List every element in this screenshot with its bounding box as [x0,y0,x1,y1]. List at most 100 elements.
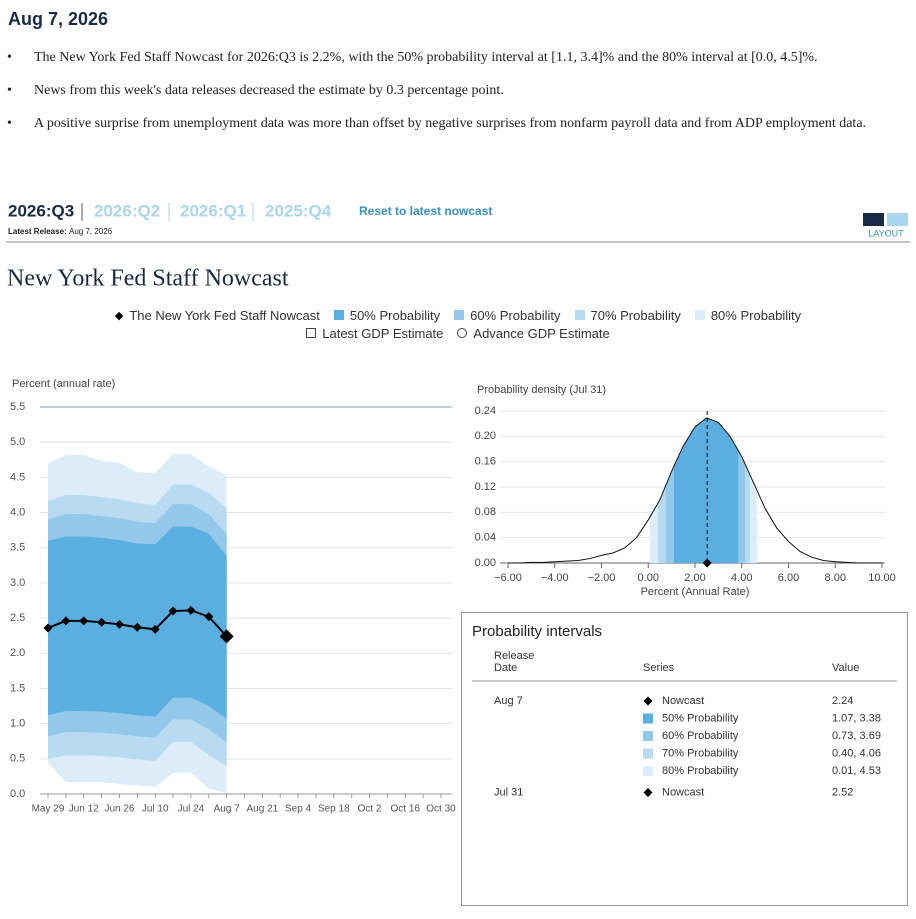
legend-marker: ◆ [114,309,124,322]
y-tick-label: 5.5 [10,401,25,413]
section-title: New York Fed Staff Nowcast [7,266,289,292]
column-header: Series [643,662,675,674]
layout-icon[interactable] [863,213,884,226]
x-tick-label: −6.00 [494,572,522,584]
y-tick-label: 0.04 [475,532,496,544]
legend-item: 60% Probability [454,308,561,323]
column-header: Release [494,650,534,662]
y-tick-label: 4.5 [10,471,25,483]
legend-label: Latest GDP Estimate [322,325,444,341]
row-value: 1.07, 3.38 [832,712,881,724]
y-tick-label: 0.24 [475,405,496,417]
row-date: Jul 31 [494,786,523,798]
x-tick-label: 8.00 [825,572,846,584]
y-tick-label: 0.16 [475,456,496,468]
legend-swatch [333,310,344,320]
layout-label[interactable]: LAYOUT [868,228,904,238]
legend-item: Latest GDP Estimate [306,326,443,341]
legend-item: ◆ The New York Fed Staff Nowcast [115,308,320,323]
probability-band [48,526,227,719]
column-header: Date [494,662,517,674]
legend-swatch [574,310,585,320]
row-marker [643,713,653,724]
x-tick-label: Sep 4 [285,804,312,815]
x-tick-label: May 29 [32,804,65,815]
row-series: Nowcast [662,786,704,798]
legend-row: ◆ The New York Fed Staff Nowcast 50% Proba… [0,306,916,324]
y-tick-label: 0.00 [475,557,496,569]
y-tick-label: 2.5 [10,612,25,624]
tab[interactable]: 2026:Q2 [94,201,160,220]
bullet: The New York Fed Staff Nowcast for 2026:… [0,49,900,66]
nowcast-marker [79,616,89,626]
nowcast-marker [219,629,234,644]
row-marker [643,748,653,759]
legend-swatch [694,310,705,320]
date-heading: Aug 7, 2026 [8,9,108,29]
y-tick-label: 0.20 [475,430,496,442]
y-tick-label: 1.0 [10,718,25,730]
release-date: Aug 7, 2026 [69,227,113,236]
nowcast-marker [186,605,196,615]
x-tick-label: Jun 12 [69,804,99,815]
legend-swatch [454,310,465,320]
y-axis-label: Percent (annual rate) [12,378,115,390]
row-marker [643,766,653,776]
nowcast-marker [114,619,124,629]
nowcast-marker [204,612,214,622]
legend-marker [306,328,317,338]
legend: ◆ The New York Fed Staff Nowcast 50% Proba… [0,306,916,342]
tab[interactable]: 2025:Q4 [265,201,332,220]
left-chart: 0.0 0.5 1.0 1.5 2.0 2.5 3.0 3.5 4.0 4.5 5.0 5.5 May … [10,401,456,815]
row-value: 0.40, 4.06 [832,747,881,759]
y-tick-label: 0.08 [475,506,496,518]
x-tick-label: 2.00 [684,572,705,584]
release-label: Latest Release: [8,227,67,236]
bullet: A positive surprise from unemployment da… [0,115,900,132]
x-tick-label: Oct 16 [391,804,421,815]
x-tick-label: Jul 10 [142,804,169,815]
nowcast-marker [168,606,178,616]
layout-icon[interactable] [887,213,908,226]
row-marker [643,696,653,706]
row-series: 80% Probability [662,765,739,777]
row-series: 70% Probability [662,747,739,759]
x-tick-label: 4.00 [731,572,752,584]
x-tick-label: Oct 2 [358,804,382,815]
table-title: Probability intervals [472,623,602,640]
reset-link[interactable]: Reset to latest nowcast [359,204,492,218]
y-tick-label: 5.0 [10,436,25,448]
x-tick-label: 10.00 [868,572,896,584]
x-tick-label: −2.00 [588,572,616,584]
nowcast-marker [97,617,107,627]
row-series: 50% Probability [662,712,739,724]
y-tick-label: 0.0 [10,788,25,800]
y-tick-label: 3.0 [10,577,25,589]
legend-item: 70% Probability [574,308,681,323]
row-marker [643,788,653,797]
bullet-list: The New York Fed Staff Nowcast for 2026:… [0,49,900,148]
x-axis-label: Percent (Annual Rate) [641,586,750,598]
legend-label: 80% Probability [710,307,802,323]
row-value: 0.73, 3.69 [832,730,881,742]
column-header: Value [832,662,859,674]
legend-item: 80% Probability [694,307,802,323]
legend-label: The New York Fed Staff Nowcast [129,307,320,323]
x-tick-label: Sep 18 [318,804,350,815]
nowcast-marker [132,622,142,632]
legend-item: 50% Probability [333,308,440,323]
y-tick-label: 1.5 [10,682,25,694]
tab[interactable]: 2026:Q3 [8,201,74,220]
x-tick-label: Jun 26 [104,804,134,815]
y-tick-label: 0.12 [475,481,496,493]
row-value: 0.01, 4.53 [832,765,881,777]
table-box [461,612,908,906]
density-curve [508,417,882,564]
x-tick-label: 6.00 [778,572,799,584]
nowcast-marker [43,623,53,633]
legend-item: Advance GDP Estimate [457,326,610,341]
tab[interactable]: 2026:Q1 [180,201,246,220]
x-tick-label: Aug 21 [247,804,279,815]
